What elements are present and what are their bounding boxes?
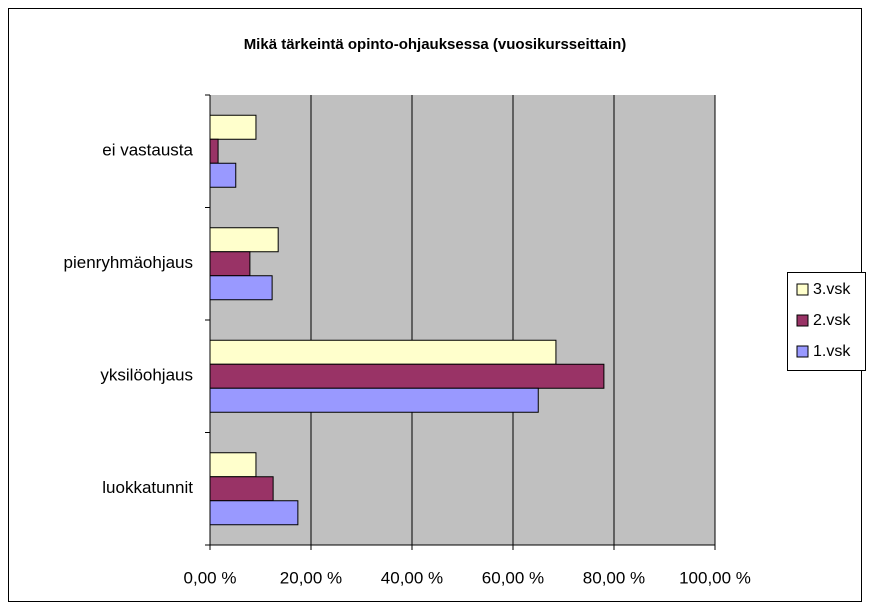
legend-label: 1.vsk	[813, 343, 851, 360]
plot-area	[210, 95, 715, 545]
x-tick-label: 100,00 %	[679, 568, 751, 587]
y-tick-label: luokkatunnit	[102, 478, 193, 497]
bar	[209, 452, 257, 478]
x-tick-label: 20,00 %	[280, 568, 342, 587]
bar	[209, 227, 279, 253]
legend-swatch	[796, 345, 809, 358]
chart-title: Mikä tärkeintä opinto-ohjauksessa (vuosi…	[244, 36, 627, 53]
bar	[209, 275, 273, 301]
y-tick-label: yksilöohjaus	[100, 366, 193, 385]
x-tick-label: 60,00 %	[482, 568, 544, 587]
legend-label: 3.vsk	[813, 281, 851, 298]
y-tick-label: pienryhmäohjaus	[64, 253, 193, 272]
legend-swatch	[796, 283, 809, 296]
bar	[209, 138, 219, 164]
bar	[209, 363, 605, 389]
x-tick-label: 40,00 %	[381, 568, 443, 587]
legend-swatch	[796, 314, 809, 327]
x-tick-label: 80,00 %	[583, 568, 645, 587]
bar	[209, 251, 251, 277]
bar	[209, 476, 274, 502]
x-tick-label: 0,00 %	[184, 568, 237, 587]
bar	[209, 500, 299, 526]
bar	[209, 387, 539, 413]
y-tick-label: ei vastausta	[102, 141, 193, 160]
bar	[209, 114, 257, 140]
bar	[209, 162, 237, 188]
bar	[209, 339, 557, 365]
legend-label: 2.vsk	[813, 312, 851, 329]
